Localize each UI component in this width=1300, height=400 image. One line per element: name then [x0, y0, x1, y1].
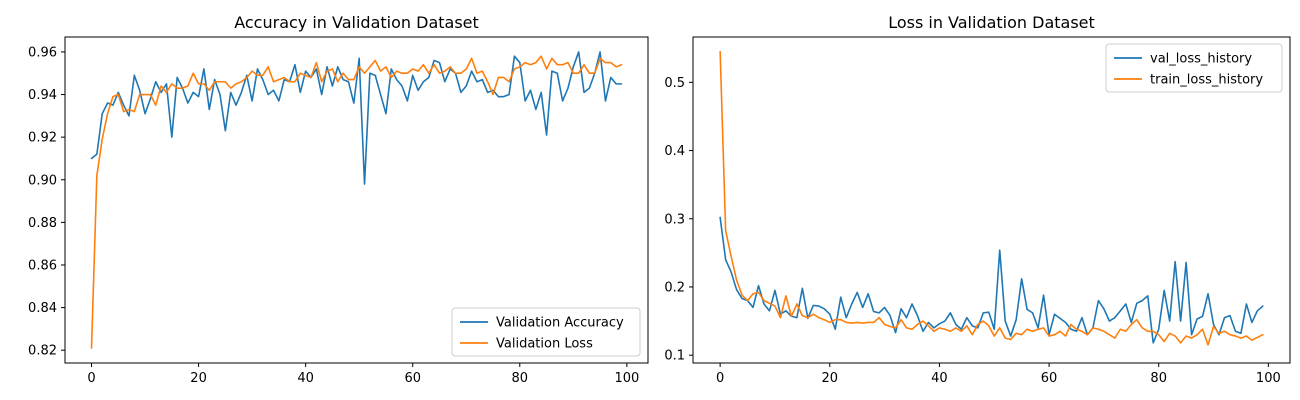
- legend-label: Validation Accuracy: [496, 316, 624, 331]
- x-tick-label: 40: [297, 371, 314, 386]
- legend-label: val_loss_history: [1150, 52, 1252, 67]
- legend-frame: [1105, 43, 1283, 93]
- y-tick-label: 0.82: [28, 344, 57, 359]
- series-line-validation-accuracy: [90, 51, 623, 185]
- y-tick-label: 0.2: [664, 280, 685, 295]
- x-tick-label: 60: [1041, 371, 1058, 386]
- series-line-validation-loss: [90, 55, 623, 349]
- x-tick-label: 20: [822, 371, 839, 386]
- x-tick-label: 80: [1150, 371, 1167, 386]
- y-tick-label: 0.88: [28, 216, 57, 231]
- y-tick-label: 0.84: [28, 301, 57, 316]
- chart-panel-2: Loss in Validation Dataset 0 20 40 60 80 100 0.…: [664, 13, 1291, 386]
- chart-title: Loss in Validation Dataset: [888, 13, 1095, 32]
- chart-panel-1: Accuracy in Validation Dataset 0 20 40 60 80 1…: [28, 13, 649, 386]
- x-tick-label: 60: [404, 371, 421, 386]
- x-tick-label: 0: [87, 371, 95, 386]
- series-line-val-loss-history: [719, 216, 1264, 344]
- x-tick-label: 0: [716, 371, 724, 386]
- axes-frame: [64, 36, 649, 364]
- y-tick-label: 0.3: [664, 212, 685, 227]
- x-tick-label: 40: [931, 371, 948, 386]
- y-tick-label: 0.94: [28, 88, 57, 103]
- y-tick-label: 0.5: [664, 76, 685, 91]
- chart-title: Accuracy in Validation Dataset: [234, 13, 479, 32]
- legend-frame: [451, 307, 641, 357]
- y-tick-label: 0.90: [28, 173, 57, 188]
- y-tick-label: 0.96: [28, 45, 57, 60]
- y-tick-label: 0.92: [28, 131, 57, 146]
- legend-label: train_loss_history: [1150, 73, 1263, 88]
- x-tick-label: 100: [1256, 371, 1281, 386]
- x-tick-label: 100: [614, 371, 639, 386]
- legend: val_loss_history train_loss_history: [1105, 43, 1283, 93]
- y-tick-label: 0.1: [664, 349, 685, 364]
- axes-frame: [692, 36, 1291, 364]
- series-line-train-loss-history: [719, 50, 1264, 346]
- y-tick-label: 0.86: [28, 258, 57, 273]
- x-tick-label: 80: [512, 371, 529, 386]
- y-tick-label: 0.4: [664, 144, 685, 159]
- legend-label: Validation Loss: [496, 337, 593, 352]
- x-tick-label: 20: [190, 371, 207, 386]
- legend: Validation Accuracy Validation Loss: [451, 307, 641, 357]
